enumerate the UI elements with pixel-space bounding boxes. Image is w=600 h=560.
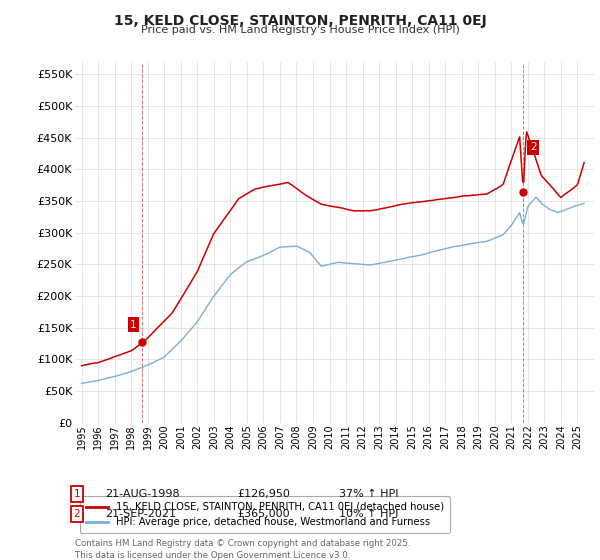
Text: 2: 2 bbox=[530, 142, 536, 152]
Legend: 15, KELD CLOSE, STAINTON, PENRITH, CA11 0EJ (detached house), HPI: Average price: 15, KELD CLOSE, STAINTON, PENRITH, CA11 … bbox=[80, 496, 450, 534]
Text: £126,950: £126,950 bbox=[237, 489, 290, 499]
Text: £365,000: £365,000 bbox=[237, 509, 290, 519]
Text: 21-SEP-2021: 21-SEP-2021 bbox=[105, 509, 176, 519]
Text: 2: 2 bbox=[73, 509, 80, 519]
Text: Contains HM Land Registry data © Crown copyright and database right 2025.
This d: Contains HM Land Registry data © Crown c… bbox=[75, 539, 410, 559]
Text: 37% ↑ HPI: 37% ↑ HPI bbox=[339, 489, 398, 499]
Text: Price paid vs. HM Land Registry's House Price Index (HPI): Price paid vs. HM Land Registry's House … bbox=[140, 25, 460, 35]
Text: 1: 1 bbox=[130, 320, 137, 330]
Text: 15, KELD CLOSE, STAINTON, PENRITH, CA11 0EJ: 15, KELD CLOSE, STAINTON, PENRITH, CA11 … bbox=[113, 14, 487, 28]
Text: 21-AUG-1998: 21-AUG-1998 bbox=[105, 489, 179, 499]
Text: 1: 1 bbox=[73, 489, 80, 499]
Text: 10% ↑ HPI: 10% ↑ HPI bbox=[339, 509, 398, 519]
